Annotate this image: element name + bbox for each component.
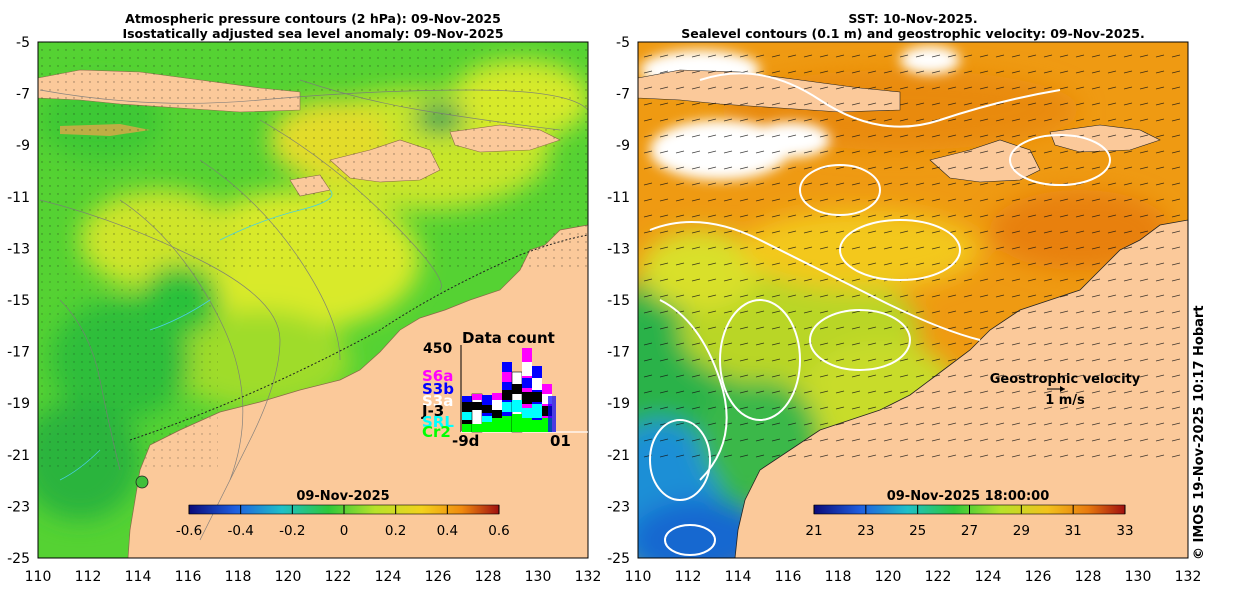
lat-tick-label: -25: [607, 551, 630, 567]
lat-tick-label: -15: [7, 293, 30, 309]
lat-tick-label: -5: [16, 35, 30, 51]
left-title-line2: Isostatically adjusted sea level anomaly…: [122, 26, 504, 41]
credit-text: © IMOS 19-Nov-2025 10:17 Hobart: [1192, 305, 1207, 560]
lon-tick-label: 132: [1175, 569, 1202, 585]
lat-tick-label: -9: [616, 138, 630, 154]
lat-tick-label: -19: [7, 396, 30, 412]
lon-tick-label: 128: [1075, 569, 1102, 585]
lon-tick-label: 110: [625, 569, 652, 585]
right-colorbar-ticks: 21 23 25 27 29 31 33: [805, 505, 1134, 539]
lon-tick-label: 110: [25, 569, 52, 585]
colorbar-tick-label: 23: [857, 523, 874, 539]
colorbar-tick-label: 0: [340, 523, 349, 539]
lat-tick-label: -15: [607, 293, 630, 309]
colorbar-tick-label: 27: [961, 523, 978, 539]
lon-tick-label: 114: [125, 569, 152, 585]
lon-tick-label: 126: [425, 569, 452, 585]
lat-tick-label: -17: [607, 345, 630, 361]
mission-srl: SRL: [422, 413, 454, 431]
lat-tick-label: -19: [607, 396, 630, 412]
mission-s3a: S3a: [422, 392, 453, 410]
lon-tick-label: 114: [725, 569, 752, 585]
colorbar-tick-label: 25: [909, 523, 926, 539]
lon-tick-label: 122: [925, 569, 952, 585]
colorbar-tick-label: 0.6: [488, 523, 509, 539]
colorbar-tick-label: 21: [805, 523, 822, 539]
lat-tick-label: -7: [616, 87, 630, 103]
right-colorbar: 09-Nov-2025 18:00:00 21 23 25 27 29 31 33: [805, 489, 1133, 539]
colorbar-tick-label: -0.4: [227, 523, 253, 539]
left-title-line1: Atmospheric pressure contours (2 hPa): 0…: [125, 11, 501, 26]
lon-tick-label: 116: [775, 569, 802, 585]
data-count-bars: [462, 348, 556, 433]
left-colorbar-ticks: -0.6 -0.4 -0.2 0 0.2 0.4 0.6: [176, 505, 510, 539]
colorbar-tick-label: 0.2: [385, 523, 406, 539]
lat-tick-label: -21: [7, 448, 30, 464]
data-count-x-start: -9d: [452, 432, 479, 450]
mission-j3: J-3: [421, 402, 444, 420]
lon-tick-label: 118: [825, 569, 852, 585]
lon-tick-label: 128: [475, 569, 502, 585]
lon-tick-label: 126: [1025, 569, 1052, 585]
mission-cr2: Cr2: [422, 423, 451, 441]
lon-tick-label: 130: [1125, 569, 1152, 585]
lon-tick-label: 118: [225, 569, 252, 585]
left-colorbar-date: 09-Nov-2025: [296, 489, 389, 504]
right-lat-axis: -5 -7 -9 -11 -13 -15 -17 -19 -21 -23 -25: [607, 35, 630, 567]
lon-tick-label: 120: [275, 569, 302, 585]
lat-tick-label: -25: [7, 551, 30, 567]
velocity-legend: Geostrophic velocity 1 m/s: [990, 372, 1141, 408]
velocity-legend-label: Geostrophic velocity: [990, 372, 1141, 387]
colorbar-tick-label: 33: [1116, 523, 1133, 539]
colorbar-tick-label: 0.4: [437, 523, 458, 539]
lon-tick-label: 112: [675, 569, 702, 585]
left-map-frame: [37, 41, 589, 559]
lat-tick-label: -23: [607, 499, 630, 515]
lat-tick-label: -13: [7, 241, 30, 257]
right-title-line1: SST: 10-Nov-2025.: [848, 11, 978, 26]
colorbar-tick-label: 31: [1065, 523, 1082, 539]
colorbar-tick-label: 29: [1013, 523, 1030, 539]
right-map-frame: [637, 41, 1189, 559]
data-count-inset: Data count 450: [421, 329, 588, 450]
left-map: [38, 42, 588, 558]
lat-tick-label: -9: [16, 138, 30, 154]
lat-tick-label: -7: [16, 87, 30, 103]
lat-tick-label: -21: [607, 448, 630, 464]
velocity-legend-scale: 1 m/s: [1045, 393, 1085, 408]
lon-tick-label: 116: [175, 569, 202, 585]
lat-tick-label: -23: [7, 499, 30, 515]
mission-s3b: S3b: [422, 380, 454, 398]
lat-tick-label: -11: [607, 190, 630, 206]
right-title-line2: Sealevel contours (0.1 m) and geostrophi…: [681, 26, 1145, 41]
lon-tick-label: 132: [575, 569, 602, 585]
left-colorbar: 09-Nov-2025 -0.6 -0.4 -0.2 0 0.2 0.4 0.6: [176, 489, 510, 539]
lat-tick-label: -13: [607, 241, 630, 257]
left-lon-axis: 110 112 114 116 118 120 122 124 126 128 130 132: [25, 569, 602, 585]
mission-s6a: S6a: [422, 367, 453, 385]
lat-tick-label: -17: [7, 345, 30, 361]
left-lat-axis: -5 -7 -9 -11 -13 -15 -17 -19 -21 -23 -25: [7, 35, 30, 567]
data-count-max-label: 450: [423, 341, 452, 357]
data-count-title: Data count: [462, 329, 555, 347]
lon-tick-label: 124: [375, 569, 402, 585]
lat-tick-label: -11: [7, 190, 30, 206]
right-colorbar-date: 09-Nov-2025 18:00:00: [887, 489, 1050, 504]
right-map: [638, 42, 1188, 558]
right-lon-axis: 110 112 114 116 118 120 122 124 126 128 130 132: [625, 569, 1202, 585]
lon-tick-label: 120: [875, 569, 902, 585]
lat-tick-label: -5: [616, 35, 630, 51]
colorbar-tick-label: -0.6: [176, 523, 202, 539]
lon-tick-label: 112: [75, 569, 102, 585]
data-count-x-end: 01: [550, 432, 571, 450]
lon-tick-label: 130: [525, 569, 552, 585]
lon-tick-label: 124: [975, 569, 1002, 585]
lon-tick-label: 122: [325, 569, 352, 585]
colorbar-tick-label: -0.2: [279, 523, 305, 539]
left-title: Atmospheric pressure contours (2 hPa): 0…: [38, 11, 588, 41]
right-title: SST: 10-Nov-2025. Sealevel contours (0.1…: [638, 11, 1188, 41]
